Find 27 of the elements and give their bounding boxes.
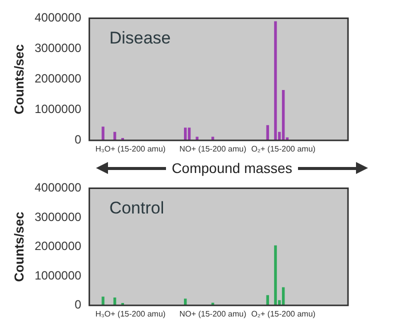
bar (102, 126, 104, 140)
y-tick-label: 1000000 (34, 102, 82, 116)
y-axis-title: Counts/sec (11, 44, 26, 114)
x-tick-label: O₂+ (15-200 amu) (251, 309, 316, 318)
y-tick-label: 4000000 (34, 180, 82, 195)
x-tick-label: H₃O+ (15-200 amu) (95, 309, 166, 318)
x-tick-label: NO+ (15-200 amu) (179, 309, 247, 318)
bar (274, 245, 277, 306)
bar (274, 21, 277, 140)
y-tick-label: 0 (74, 298, 82, 312)
x-tick-label: O₂+ (15-200 amu) (251, 144, 316, 154)
y-tick-label: 2000000 (34, 72, 82, 86)
text: Disease (109, 28, 171, 48)
y-tick-label: 1000000 (34, 268, 82, 282)
x-tick-label: NO+ (15-200 amu) (179, 144, 247, 154)
y-tick-label: 3000000 (34, 41, 82, 56)
y-tick-label: 4000000 (34, 10, 82, 25)
bar (102, 296, 104, 306)
y-tick-label: 3000000 (34, 210, 82, 224)
x-axis-title: Compound masses (170, 160, 294, 176)
bar (196, 136, 198, 140)
y-axis-title: Counts/sec (11, 212, 26, 282)
y-tick-label: 2000000 (34, 239, 82, 254)
bar (282, 90, 285, 140)
y-tick-label: 0 (74, 132, 82, 147)
text: Control (109, 198, 164, 218)
x-tick-label: H₃O+ (15-200 amu) (95, 144, 166, 154)
